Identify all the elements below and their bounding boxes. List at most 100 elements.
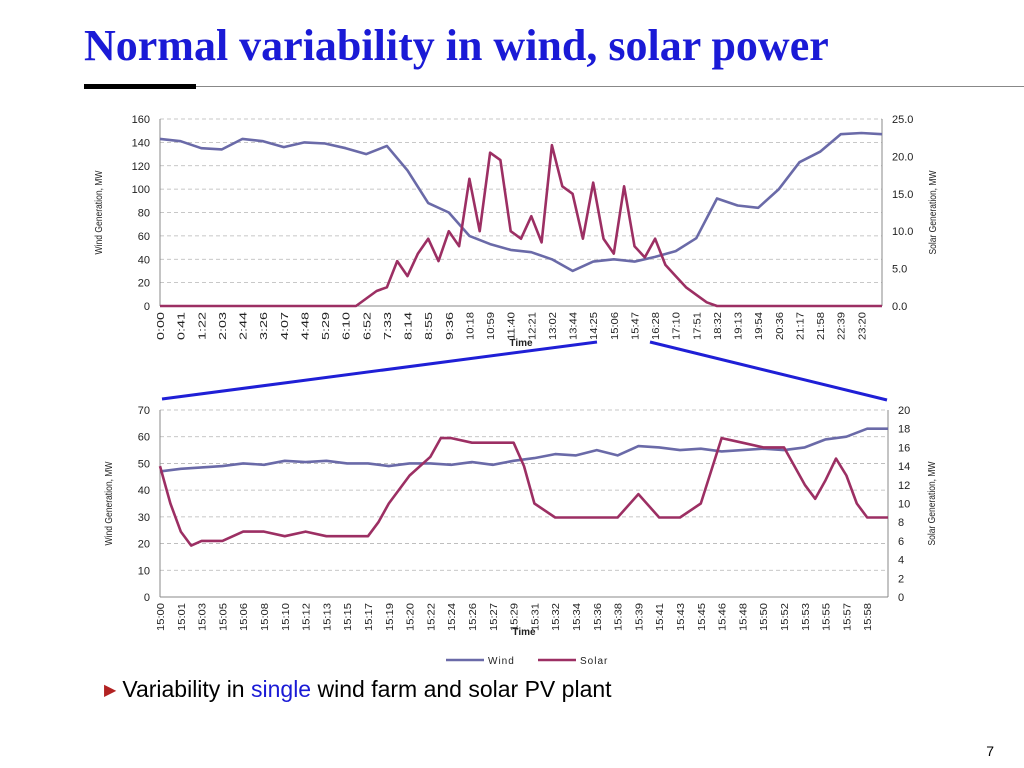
x-tick-label: 20:36 <box>775 312 786 340</box>
y-left-tick-label: 30 <box>138 512 150 524</box>
bullet-highlight: single <box>251 676 312 702</box>
x-tick-label: 8:55 <box>424 311 435 340</box>
x-tick-label: 15:47 <box>630 312 641 340</box>
x-tick-label: 5:29 <box>321 311 332 340</box>
x-tick-label: 15:43 <box>676 603 687 631</box>
x-tick-label: 15:06 <box>610 312 621 340</box>
y-right-tick-label: 20 <box>898 405 910 417</box>
x-tick-label: 0:00 <box>156 311 167 340</box>
y-right-tick-label: 0 <box>898 592 904 604</box>
daily-chart: 0 20 40 60 80 100 120 140 160 0.0 5.0 10.0 15.0 20.0 2… <box>94 114 939 349</box>
y-right-tick-label: 0.0 <box>892 301 907 313</box>
x-tick-label: 15:32 <box>551 603 562 631</box>
y-left-tick-label: 20 <box>138 278 150 290</box>
y-left-tick-label: 0 <box>144 301 150 313</box>
x-tick-label: 23:20 <box>857 312 868 340</box>
x-tick-label: 8:14 <box>404 311 415 340</box>
x-tick-label: 15:45 <box>697 603 708 631</box>
x-tick-label: 15:01 <box>177 603 188 631</box>
y-right-axis-title: Solar Generation, MW <box>928 170 939 254</box>
y-left-tick-label: 60 <box>138 432 150 444</box>
y-left-tick-label: 60 <box>138 231 150 243</box>
x-tick-label: 17:10 <box>672 312 683 340</box>
x-tick-label: 15:34 <box>572 603 583 631</box>
zoom-line-right <box>649 340 888 402</box>
y-left-tick-label: 10 <box>138 565 150 577</box>
bullet-arrow-icon: ▶ <box>104 682 117 699</box>
x-tick-label: 15:24 <box>447 603 458 631</box>
x-tick-label: 13:02 <box>548 312 559 340</box>
x-tick-label: 15:03 <box>198 603 209 631</box>
x-tick-label: 13:44 <box>569 312 580 340</box>
legend-label-solar: Solar <box>580 656 608 667</box>
y-right-tick-label: 15.0 <box>892 189 913 201</box>
y-right-tick-label: 2 <box>898 573 904 585</box>
y-left-tick-label: 50 <box>138 458 150 470</box>
x-tick-label: 15:05 <box>218 603 229 631</box>
y-right-tick-label: 10.0 <box>892 226 913 238</box>
y-right-tick-label: 8 <box>898 517 904 529</box>
x-tick-label: 9:36 <box>445 311 456 340</box>
x-tick-label: 15:39 <box>634 603 645 631</box>
title-rule-thin <box>196 86 1024 87</box>
y-left-tick-label: 70 <box>138 405 150 417</box>
x-tick-label: 15:55 <box>822 603 833 631</box>
x-tick-label: 10:18 <box>465 312 476 340</box>
slide-title: Normal variability in wind, solar power <box>84 21 829 70</box>
x-tick-label: 16:28 <box>651 312 662 340</box>
zoom-line-left <box>161 340 598 401</box>
y-left-tick-label: 40 <box>138 254 150 266</box>
x-tick-label: 15:46 <box>718 603 729 631</box>
x-tick-label: 15:50 <box>759 603 770 631</box>
y-right-tick-label: 14 <box>898 461 910 473</box>
x-tick-label: 15:41 <box>655 603 666 631</box>
y-left-tick-label: 140 <box>132 137 150 149</box>
x-axis-title: Time <box>509 338 533 349</box>
y-left-tick-label: 40 <box>138 485 150 497</box>
x-tick-label: 15:10 <box>281 603 292 631</box>
x-tick-label: 15:17 <box>364 603 375 631</box>
x-tick-label: 15:38 <box>614 603 625 631</box>
x-tick-label: 19:54 <box>754 312 765 340</box>
x-tick-label: 14:25 <box>589 312 600 340</box>
x-tick-label: 10:59 <box>486 312 497 340</box>
x-tick-label: 15:29 <box>510 603 521 631</box>
x-tick-label: 0:41 <box>177 311 188 340</box>
x-tick-label: 17:51 <box>692 312 703 340</box>
series-line-solar <box>158 436 888 547</box>
y-right-tick-label: 10 <box>898 499 910 511</box>
bullet-text-end: wind farm and solar PV plant <box>311 676 612 702</box>
x-tick-label: 1:22 <box>197 311 208 340</box>
x-tick-label: 15:58 <box>863 603 874 631</box>
x-tick-label: 12:21 <box>527 312 538 340</box>
x-tick-label: 6:10 <box>342 311 353 340</box>
y-right-tick-label: 5.0 <box>892 264 907 276</box>
y-right-tick-label: 25.0 <box>892 114 913 126</box>
y-left-tick-label: 160 <box>132 114 150 126</box>
x-tick-label: 21:58 <box>816 312 827 340</box>
x-tick-label: 15:36 <box>593 603 604 631</box>
x-tick-label: 11:40 <box>507 312 518 340</box>
y-right-tick-label: 18 <box>898 424 910 436</box>
x-tick-label: 15:48 <box>738 603 749 631</box>
x-tick-label: 15:13 <box>322 603 333 631</box>
x-tick-label: 15:15 <box>343 603 354 631</box>
y-right-axis-title: Solar Generation, MW <box>927 461 938 545</box>
x-tick-label: 19:13 <box>734 312 745 340</box>
x-tick-label: 2:03 <box>218 311 229 340</box>
series-line-wind <box>159 131 883 273</box>
x-tick-label: 15:00 <box>156 603 167 631</box>
y-right-tick-label: 12 <box>898 480 910 492</box>
y-right-tick-label: 6 <box>898 536 904 548</box>
x-tick-label: 15:31 <box>530 603 541 631</box>
x-tick-label: 15:52 <box>780 603 791 631</box>
x-tick-label: 6:52 <box>362 311 373 340</box>
y-left-tick-label: 80 <box>138 208 150 220</box>
x-tick-label: 4:07 <box>280 311 291 340</box>
y-left-axis-title: Wind Generation, MW <box>94 170 105 254</box>
y-left-tick-label: 20 <box>138 539 150 551</box>
legend-label-wind: Wind <box>488 656 515 667</box>
y-right-tick-label: 16 <box>898 442 910 454</box>
bullet-point: ▶ Variability in single wind farm and sol… <box>104 676 612 703</box>
x-tick-label: 15:27 <box>489 603 500 631</box>
